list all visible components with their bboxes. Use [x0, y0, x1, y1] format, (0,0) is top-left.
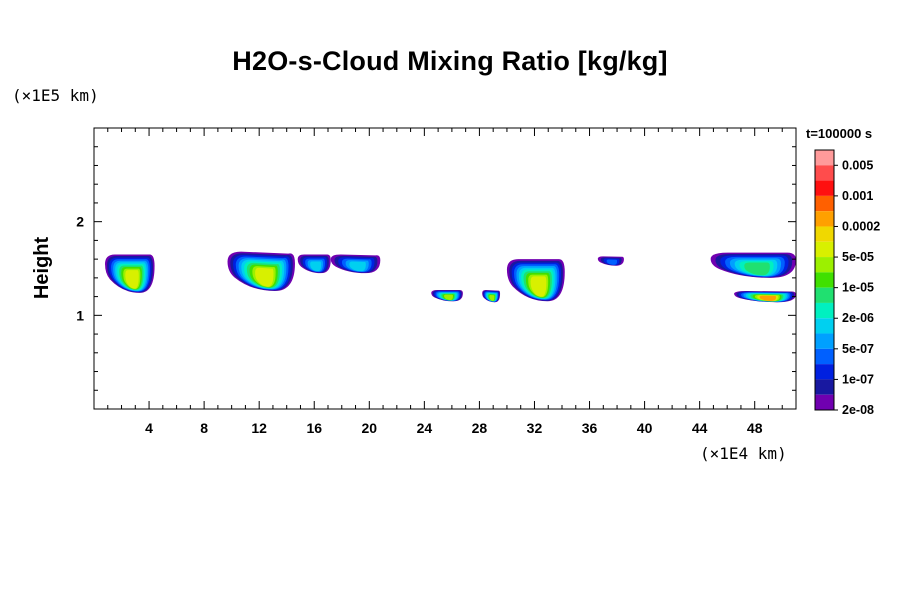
x-unit-label: (×1E4 km)	[700, 444, 787, 463]
cloud-contour	[349, 261, 366, 272]
y-tick-label: 1	[76, 307, 84, 323]
cloud-region	[227, 251, 295, 291]
x-tick-label: 36	[582, 420, 598, 436]
cloud-region	[597, 256, 624, 266]
x-tick-labels: 4 8 12 16 20 24 28 32 36 40 44 48	[145, 420, 763, 436]
chart-title: H2O-s-Cloud Mixing Ratio [kg/kg]	[232, 46, 668, 76]
cloud-region	[710, 252, 796, 278]
colorbar: 0.005 0.001 0.0002 5e-05 1e-05 2e-06 5e-07 1e-0…	[814, 149, 880, 417]
plot-frame	[93, 127, 797, 410]
cloud-region	[734, 290, 796, 303]
cloud-contour	[530, 276, 547, 297]
colorbar-swatch	[815, 364, 834, 380]
cloud-region	[105, 254, 155, 293]
x-tick-label: 4	[145, 420, 153, 436]
colorbar-label: 1e-05	[842, 281, 874, 295]
colorbar-label: 5e-05	[842, 250, 874, 264]
cloud-region	[330, 254, 381, 274]
colorbar-swatch	[815, 150, 834, 166]
colorbar-swatch	[815, 226, 834, 242]
cloud-region	[506, 259, 565, 302]
cloud-contour	[744, 262, 770, 276]
colorbar-swatch	[815, 272, 834, 288]
cloud-contour	[125, 270, 139, 289]
x-tick-label: 16	[306, 420, 322, 436]
cloud-contour	[606, 259, 618, 265]
colorbar-frame	[814, 149, 835, 411]
x-tick-label: 8	[200, 420, 208, 436]
colorbar-swatch	[815, 165, 834, 181]
colorbar-label: 5e-07	[842, 342, 874, 356]
colorbar-label: 0.001	[842, 189, 873, 203]
colorbar-swatch	[815, 318, 834, 334]
cloud-region	[482, 290, 501, 303]
colorbar-swatch	[815, 195, 834, 212]
cloud-contour	[444, 294, 453, 301]
colorbar-swatch	[815, 180, 834, 196]
cloud-layer	[105, 251, 796, 303]
colorbar-label: 1e-07	[842, 372, 874, 386]
x-tick-label: 40	[637, 420, 653, 436]
colorbar-label: 0.005	[842, 158, 873, 172]
cloud-contour	[255, 267, 274, 287]
x-tick-label: 12	[251, 420, 267, 436]
colorbar-swatch	[815, 302, 834, 319]
axis-ticks	[94, 128, 796, 409]
colorbar-swatch	[815, 379, 834, 395]
colorbar-swatch	[815, 394, 834, 410]
cloud-contour	[759, 295, 777, 301]
cloud-contour	[310, 261, 322, 272]
colorbar-swatch	[815, 287, 834, 303]
x-tick-label: 24	[417, 420, 433, 436]
x-tick-label: 28	[472, 420, 488, 436]
y-tick-labels: 12	[76, 214, 84, 324]
cloud-region	[431, 290, 463, 302]
x-tick-label: 44	[692, 420, 708, 436]
colorbar-swatch	[815, 348, 834, 365]
time-label: t=100000 s	[806, 126, 873, 141]
colorbar-swatch	[815, 211, 834, 227]
y-axis-label: Height	[31, 237, 53, 300]
colorbar-label: 0.0002	[842, 219, 880, 233]
colorbar-swatch	[815, 333, 834, 349]
cloud-region	[297, 254, 331, 274]
y-tick-label: 2	[76, 214, 84, 230]
colorbar-swatch	[815, 241, 834, 258]
colorbar-swatch	[815, 257, 834, 273]
x-tick-label: 32	[527, 420, 543, 436]
cloud-contour	[489, 294, 495, 301]
x-tick-label: 48	[747, 420, 763, 436]
y-unit-label: (×1E5 km)	[12, 86, 99, 105]
x-tick-label: 20	[362, 420, 378, 436]
colorbar-label: 2e-06	[842, 311, 874, 325]
colorbar-label: 2e-08	[842, 403, 874, 417]
